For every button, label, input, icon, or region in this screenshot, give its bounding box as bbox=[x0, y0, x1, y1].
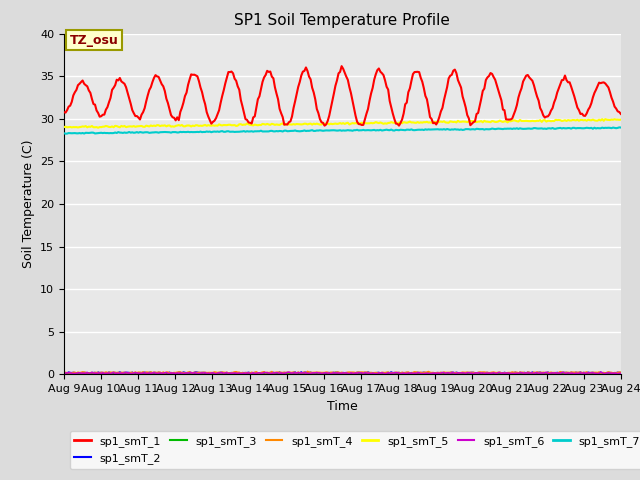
Y-axis label: Soil Temperature (C): Soil Temperature (C) bbox=[22, 140, 35, 268]
Text: TZ_osu: TZ_osu bbox=[70, 34, 118, 47]
X-axis label: Time: Time bbox=[327, 400, 358, 413]
Legend: sp1_smT_1, sp1_smT_2, sp1_smT_3, sp1_smT_4, sp1_smT_5, sp1_smT_6, sp1_smT_7: sp1_smT_1, sp1_smT_2, sp1_smT_3, sp1_smT… bbox=[70, 431, 640, 469]
Title: SP1 Soil Temperature Profile: SP1 Soil Temperature Profile bbox=[234, 13, 451, 28]
